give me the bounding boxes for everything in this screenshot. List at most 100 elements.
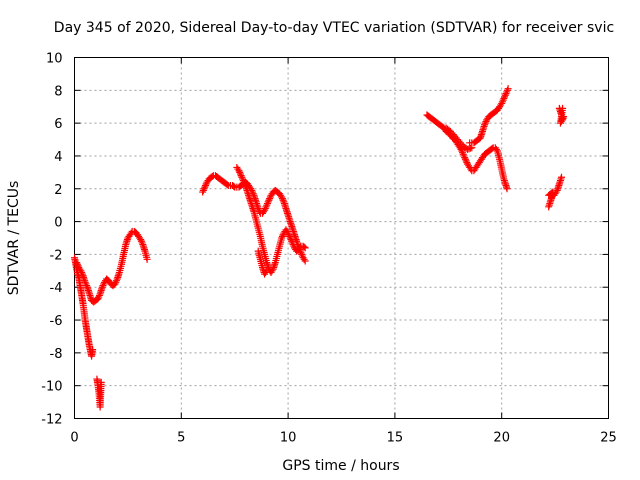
- data-point: [503, 86, 511, 94]
- data-point: [265, 196, 273, 204]
- data-point: [263, 200, 271, 208]
- data-point: [238, 173, 246, 181]
- data-point: [300, 255, 308, 263]
- x-tick-label: 0: [70, 431, 78, 446]
- data-point: [500, 95, 508, 103]
- data-point: [78, 268, 86, 276]
- data-point: [200, 185, 208, 193]
- data-point: [95, 293, 103, 301]
- data-point: [287, 236, 295, 244]
- data-point: [501, 91, 509, 99]
- data-point: [499, 96, 507, 104]
- data-point: [278, 234, 286, 242]
- data-point: [492, 145, 500, 153]
- data-point: [458, 147, 466, 155]
- data-point: [481, 121, 489, 129]
- data-point: [286, 232, 294, 240]
- data-point: [73, 259, 81, 267]
- data-point: [240, 178, 248, 186]
- data-point: [261, 206, 269, 214]
- data-point: [73, 260, 81, 268]
- grid: [74, 57, 609, 419]
- data-point: [96, 387, 104, 395]
- data-point: [137, 237, 145, 245]
- data-point: [201, 183, 209, 191]
- data-point: [286, 234, 294, 242]
- data-point: [199, 188, 207, 196]
- data-point: [301, 244, 309, 252]
- plot-frame: [74, 57, 609, 419]
- data-point: [498, 98, 506, 106]
- data-point: [558, 173, 566, 181]
- y-tick-label: -4: [50, 281, 63, 296]
- data-point: [549, 188, 557, 196]
- data-point: [143, 255, 151, 263]
- data-point: [288, 239, 296, 247]
- data-point: [288, 237, 296, 245]
- x-axis-title: GPS time / hours: [282, 458, 399, 474]
- data-point: [266, 195, 274, 203]
- y-tick-label: -10: [41, 380, 62, 395]
- data-point: [284, 229, 292, 237]
- y-axis-title: SDTVAR / TECUs: [6, 181, 22, 296]
- data-point: [89, 346, 97, 354]
- data-point: [77, 267, 85, 275]
- data-point: [278, 195, 286, 203]
- data-point: [236, 168, 244, 176]
- data-point: [199, 186, 207, 194]
- chart-title: Day 345 of 2020, Sidereal Day-to-day VTE…: [54, 20, 614, 36]
- data-point: [202, 181, 210, 189]
- data-point: [239, 177, 247, 185]
- data-point: [230, 182, 238, 190]
- y-tick-label: 6: [54, 117, 62, 132]
- data-point: [94, 295, 102, 303]
- data-point: [298, 250, 306, 258]
- data-point: [261, 204, 269, 212]
- data-point: [95, 291, 103, 299]
- x-tick-label: 15: [387, 431, 404, 446]
- data-point: [78, 270, 86, 278]
- data-points: [71, 85, 568, 411]
- data-point: [138, 239, 146, 247]
- data-point: [263, 201, 271, 209]
- y-tick-label: 2: [54, 183, 62, 198]
- data-point: [262, 268, 270, 276]
- data-point: [236, 170, 244, 178]
- y-tick-label: 0: [54, 216, 62, 231]
- x-tick-label: 5: [177, 431, 185, 446]
- data-point: [285, 231, 293, 239]
- data-point: [460, 152, 468, 160]
- data-point: [237, 172, 245, 180]
- data-point: [81, 278, 89, 286]
- data-point: [82, 280, 90, 288]
- data-point: [461, 154, 469, 162]
- data-point: [83, 282, 91, 290]
- data-point: [462, 157, 470, 165]
- data-point: [501, 93, 509, 101]
- data-point: [488, 145, 496, 153]
- data-point: [504, 85, 512, 93]
- data-point: [559, 104, 567, 112]
- data-point: [503, 88, 511, 96]
- x-tick-label: 10: [280, 431, 297, 446]
- y-tick-label: -2: [50, 248, 63, 263]
- y-tick-label: -12: [41, 413, 62, 428]
- y-tick-label: 4: [54, 150, 62, 165]
- data-point: [98, 283, 106, 291]
- data-point: [112, 278, 120, 286]
- data-point: [278, 232, 286, 240]
- data-point: [264, 198, 272, 206]
- data-point: [459, 150, 467, 158]
- data-point: [301, 257, 309, 265]
- data-point: [223, 181, 231, 189]
- data-point: [263, 267, 271, 275]
- data-point: [461, 155, 469, 163]
- data-point: [459, 149, 467, 157]
- data-point: [289, 241, 297, 249]
- data-point: [278, 193, 286, 201]
- y-tick-label: 10: [46, 52, 63, 67]
- data-point: [498, 99, 506, 107]
- data-point: [262, 203, 270, 211]
- data-point: [279, 196, 287, 204]
- y-tick-label: -6: [50, 314, 63, 329]
